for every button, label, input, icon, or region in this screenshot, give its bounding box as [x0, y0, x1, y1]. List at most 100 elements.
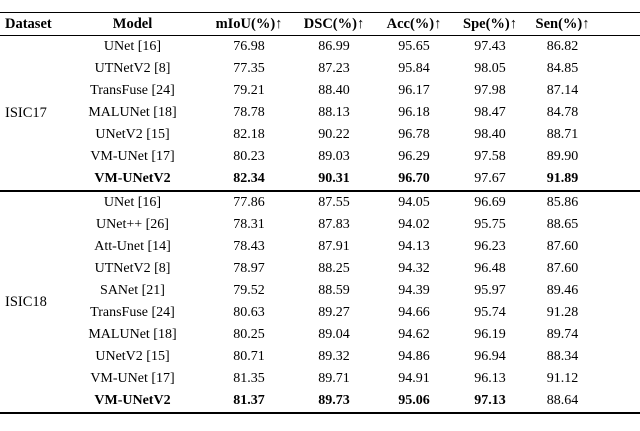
metric-cell: 94.91: [398, 371, 430, 386]
model-cell: UNet [16]: [103, 39, 162, 54]
table-row: VM-UNet [17] 80.23 89.03 96.29 97.58 89.90: [0, 146, 640, 168]
caption-fragment: ,: [106, 7, 110, 16]
metric-cell: 87.60: [546, 261, 579, 276]
table-body: ISIC17 UNet [16] 76.98 86.99 95.65 97.43 86.82…: [0, 36, 640, 413]
column-header: Acc(%)↑: [375, 12, 453, 36]
table-row: UNet++ [26] 78.31 87.83 94.02 95.75 88.65: [0, 214, 640, 236]
metric-cell: 91.12: [546, 371, 579, 386]
model-cell: SANet [21]: [100, 283, 165, 298]
metric-cell: 84.78: [546, 105, 579, 120]
metric-cell: 98.05: [474, 61, 506, 76]
metric-cell: 97.58: [474, 149, 506, 164]
metric-cell: 86.82: [546, 39, 579, 54]
header-row: Dataset Model mIoU(%)↑ DSC(%)↑ Acc(%)↑ Spe(%)…: [0, 12, 640, 36]
model-cell: MALUNet [18]: [88, 327, 177, 342]
model-cell: TransFuse [24]: [90, 305, 175, 320]
table-row: Att-Unet [14] 78.43 87.91 94.13 96.23 87.60: [0, 236, 640, 258]
results-table: Dataset Model mIoU(%)↑ DSC(%)↑ Acc(%)↑ Spe(%)…: [0, 12, 640, 414]
metric-cell: 88.71: [546, 127, 579, 142]
metric-cell: 78.31: [233, 217, 265, 232]
table-row: UNetV2 [15] 80.71 89.32 94.86 96.94 88.34: [0, 346, 640, 368]
metric-cell: 89.03: [318, 149, 350, 164]
metric-cell: 94.02: [398, 217, 430, 232]
metric-cell: 78.78: [233, 105, 265, 120]
metric-cell: 87.60: [546, 239, 579, 254]
metric-cell: 81.35: [233, 371, 265, 386]
metric-cell: 88.59: [318, 283, 350, 298]
column-header: Sen(%)↑: [527, 12, 640, 36]
metric-cell: 89.74: [546, 327, 579, 342]
metric-cell: 87.83: [318, 217, 350, 232]
metric-cell: 78.97: [233, 261, 265, 276]
metric-cell: 89.71: [318, 371, 350, 386]
metric-cell: 96.19: [474, 327, 506, 342]
metric-cell: 89.90: [546, 149, 579, 164]
metric-cell: 95.84: [398, 61, 430, 76]
model-cell: Att-Unet [14]: [94, 239, 171, 254]
metric-cell: 97.98: [474, 83, 506, 98]
model-cell: UNetV2 [15]: [95, 349, 170, 364]
model-cell: UTNetV2 [8]: [94, 261, 171, 276]
table-row: VM-UNetV2 82.34 90.31 96.70 97.67 91.89: [0, 168, 640, 191]
metric-cell: 97.13: [474, 393, 506, 408]
column-header: Spe(%)↑: [453, 12, 527, 36]
metric-cell: 81.37: [233, 393, 265, 408]
metric-cell: 94.05: [375, 190, 453, 214]
model-cell: UTNetV2 [8]: [94, 61, 171, 76]
table-row: TransFuse [24] 80.63 89.27 94.66 95.74 91.28: [0, 302, 640, 324]
model-cell: UNet++ [26]: [96, 217, 169, 232]
table-row: VM-UNet [17] 81.35 89.71 94.91 96.13 91.12: [0, 368, 640, 390]
metric-cell: 94.66: [398, 305, 430, 320]
column-header: DSC(%)↑: [293, 12, 375, 36]
model-cell: TransFuse [24]: [90, 83, 175, 98]
table-row: UNetV2 [15] 82.18 90.22 96.78 98.40 88.71: [0, 124, 640, 146]
metric-cell: 95.97: [474, 283, 506, 298]
model-cell: UNet [16]: [60, 190, 205, 214]
model-cell: VM-UNet [17]: [90, 371, 175, 386]
model-cell: VM-UNetV2: [94, 393, 171, 408]
metric-cell: 97.43: [474, 39, 506, 54]
metric-cell: 80.63: [233, 305, 265, 320]
metric-cell: 89.46: [546, 283, 579, 298]
metric-cell: 96.17: [398, 83, 430, 98]
metric-cell: 94.39: [398, 283, 430, 298]
metric-cell: 79.52: [233, 283, 265, 298]
table-row: UTNetV2 [8] 78.97 88.25 94.32 96.48 87.60: [0, 258, 640, 280]
metric-cell: 76.98: [233, 39, 265, 54]
metric-cell: 88.40: [318, 83, 350, 98]
metric-cell: 80.25: [233, 327, 265, 342]
dataset-label: ISIC18: [0, 190, 60, 413]
column-header: mIoU(%)↑: [205, 12, 293, 36]
dataset-label: ISIC17: [5, 105, 47, 121]
metric-cell: 80.71: [233, 349, 265, 364]
metric-cell: 96.29: [398, 149, 430, 164]
metric-cell: 77.86: [205, 190, 293, 214]
metric-cell: 89.73: [318, 393, 350, 408]
model-cell: MALUNet [18]: [88, 105, 177, 120]
metric-cell: 88.65: [546, 217, 579, 232]
metric-cell: 94.13: [398, 239, 430, 254]
metric-cell: 86.99: [318, 39, 350, 54]
table-row: ISIC18 UNet [16] 77.86 87.55 94.05 96.69 85.86: [0, 190, 640, 413]
model-cell: VM-UNet [17]: [90, 149, 175, 164]
column-header: Dataset: [0, 12, 60, 36]
metric-cell: 88.34: [546, 349, 579, 364]
metric-cell: 94.62: [398, 327, 430, 342]
metric-cell: 87.14: [546, 83, 579, 98]
metric-cell: 91.89: [546, 171, 579, 186]
metric-cell: 95.75: [474, 217, 506, 232]
metric-cell: 96.69: [453, 190, 527, 214]
metric-cell: 78.43: [233, 239, 265, 254]
metric-cell: 80.23: [233, 149, 265, 164]
table-row: MALUNet [18] 80.25 89.04 94.62 96.19 89.74: [0, 324, 640, 346]
metric-cell: 89.04: [318, 327, 350, 342]
model-cell: UNetV2 [15]: [95, 127, 170, 142]
table-row: MALUNet [18] 78.78 88.13 96.18 98.47 84.78: [0, 102, 640, 124]
metric-cell: 96.94: [474, 349, 506, 364]
metric-cell: 95.06: [398, 393, 430, 408]
metric-cell: 95.65: [398, 39, 430, 54]
metric-cell: 98.40: [474, 127, 506, 142]
metric-cell: 85.86: [527, 190, 640, 214]
metric-cell: 95.74: [474, 305, 506, 320]
table-row: TransFuse [24] 79.21 88.40 96.17 97.98 87.14: [0, 80, 640, 102]
